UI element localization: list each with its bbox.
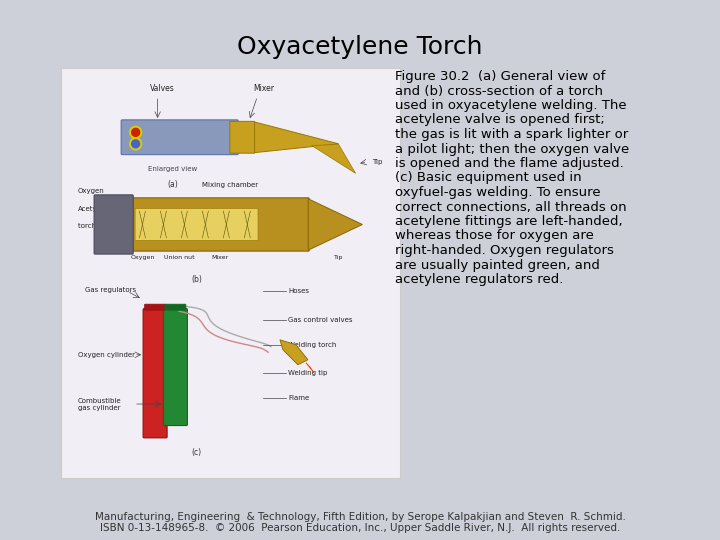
- FancyBboxPatch shape: [61, 68, 400, 478]
- Text: Welding torch: Welding torch: [288, 341, 336, 348]
- Text: Gas control valves: Gas control valves: [288, 317, 352, 323]
- Text: a pilot light; then the oxygen valve: a pilot light; then the oxygen valve: [395, 143, 629, 156]
- Text: (c) Basic equipment used in: (c) Basic equipment used in: [395, 172, 582, 185]
- Text: Tip: Tip: [334, 255, 343, 260]
- FancyBboxPatch shape: [121, 198, 309, 251]
- Text: Flame: Flame: [288, 395, 309, 401]
- FancyBboxPatch shape: [94, 195, 133, 254]
- FancyBboxPatch shape: [145, 304, 166, 310]
- Text: and (b) cross-section of a torch: and (b) cross-section of a torch: [395, 84, 603, 98]
- Text: acetylene valve is opened first;: acetylene valve is opened first;: [395, 113, 605, 126]
- Text: correct connections, all threads on: correct connections, all threads on: [395, 200, 626, 213]
- Text: Mixer: Mixer: [212, 255, 229, 260]
- Text: (a): (a): [168, 180, 179, 190]
- Text: Oxyacetylene Torch: Oxyacetylene Torch: [238, 35, 482, 59]
- Text: whereas those for oxygen are: whereas those for oxygen are: [395, 230, 594, 242]
- Circle shape: [130, 138, 142, 150]
- Text: Gas regulators: Gas regulators: [85, 287, 136, 293]
- Text: is opened and the flame adjusted.: is opened and the flame adjusted.: [395, 157, 624, 170]
- Text: Hoses: Hoses: [288, 288, 309, 294]
- Polygon shape: [280, 340, 308, 365]
- Text: Welding tip: Welding tip: [288, 370, 328, 376]
- Text: Oxygen: Oxygen: [130, 255, 155, 260]
- Text: Oxygen cylinder: Oxygen cylinder: [78, 352, 135, 358]
- Polygon shape: [254, 122, 338, 153]
- Text: acetylene regulators red.: acetylene regulators red.: [395, 273, 563, 286]
- Text: Figure 30.2  (a) General view of: Figure 30.2 (a) General view of: [395, 70, 606, 83]
- Polygon shape: [308, 199, 362, 250]
- Text: acetylene fittings are left-handed,: acetylene fittings are left-handed,: [395, 215, 623, 228]
- FancyBboxPatch shape: [121, 120, 238, 154]
- Text: Acetylene: Acetylene: [78, 206, 113, 212]
- Text: right-handed. Oxygen regulators: right-handed. Oxygen regulators: [395, 244, 614, 257]
- Text: the gas is lit with a spark lighter or: the gas is lit with a spark lighter or: [395, 128, 629, 141]
- Text: (b): (b): [191, 275, 202, 284]
- Text: Mixer: Mixer: [253, 84, 275, 93]
- FancyBboxPatch shape: [165, 304, 186, 310]
- Circle shape: [130, 126, 142, 138]
- Text: are usually painted green, and: are usually painted green, and: [395, 259, 600, 272]
- Circle shape: [132, 129, 140, 136]
- Circle shape: [132, 140, 140, 148]
- Text: used in oxyacetylene welding. The: used in oxyacetylene welding. The: [395, 99, 626, 112]
- Text: oxyfuel-gas welding. To ensure: oxyfuel-gas welding. To ensure: [395, 186, 600, 199]
- Text: torch head: torch head: [78, 222, 116, 228]
- FancyBboxPatch shape: [143, 309, 167, 438]
- Polygon shape: [312, 145, 356, 173]
- Text: Mixing chamber: Mixing chamber: [202, 183, 258, 188]
- FancyBboxPatch shape: [135, 208, 258, 240]
- Text: Union nut: Union nut: [164, 255, 195, 260]
- FancyBboxPatch shape: [230, 122, 255, 153]
- Text: Valves: Valves: [150, 84, 175, 93]
- Text: ISBN 0-13-148965-8.  © 2006  Pearson Education, Inc., Upper Saddle River, N.J.  : ISBN 0-13-148965-8. © 2006 Pearson Educa…: [100, 523, 620, 533]
- Text: Manufacturing, Engineering  & Technology, Fifth Edition, by Serope Kalpakjian an: Manufacturing, Engineering & Technology,…: [94, 512, 626, 522]
- FancyBboxPatch shape: [163, 309, 187, 426]
- Polygon shape: [306, 363, 314, 373]
- Text: Tip: Tip: [372, 159, 383, 165]
- Text: Combustible
gas cylinder: Combustible gas cylinder: [78, 397, 122, 410]
- Text: Oxygen: Oxygen: [78, 187, 105, 194]
- Text: (c): (c): [192, 448, 202, 457]
- Text: Enlarged view: Enlarged view: [148, 166, 197, 172]
